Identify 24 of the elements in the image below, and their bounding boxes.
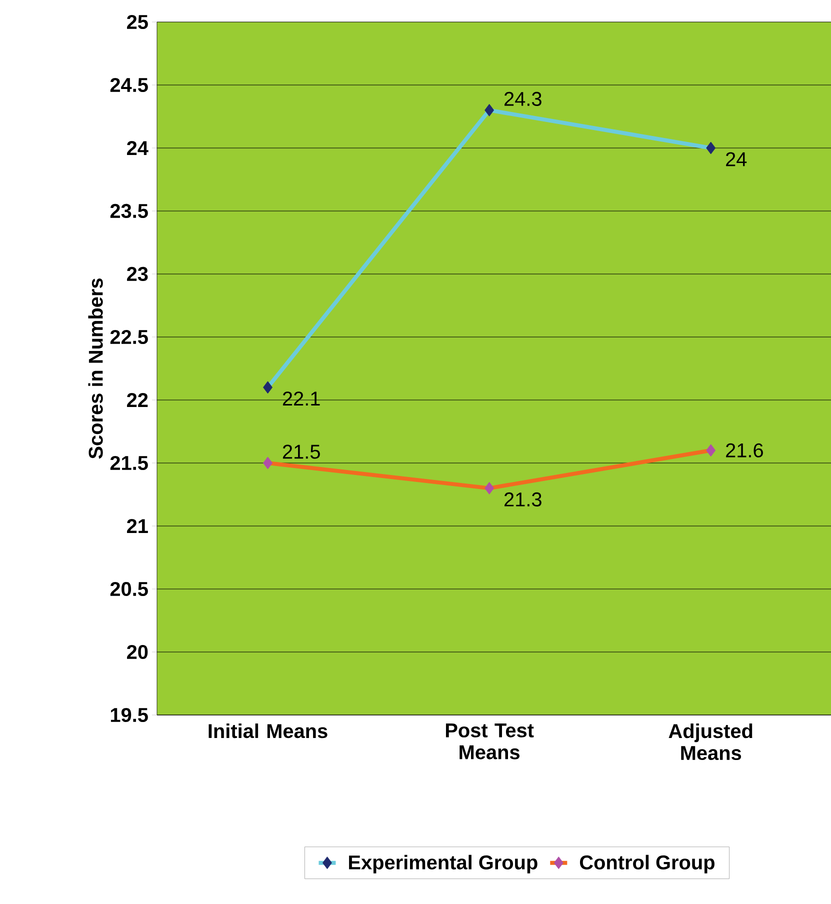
y-tick-label: 24 — [127, 141, 148, 155]
y-tick-label: 20 — [127, 644, 148, 660]
data-label: 22.1 — [282, 392, 320, 406]
x-tick-label: Adjusted Means — [668, 724, 752, 760]
y-tick-label: 22 — [127, 393, 148, 407]
data-label: 21.6 — [726, 443, 763, 458]
y-tick-label: 20.5 — [110, 582, 148, 596]
y-tick-label: 23 — [127, 266, 148, 282]
y-tick-label: 21.5 — [110, 456, 148, 470]
y-tick-label: 19.5 — [110, 708, 148, 722]
legend-label: Experimental Group — [349, 854, 538, 874]
y-tick-label: 24.5 — [110, 78, 148, 92]
y-axis-title: Scores in Numbers — [88, 278, 103, 459]
y-tick-label: 22.5 — [110, 330, 148, 344]
y-tick-label: 23.5 — [110, 204, 148, 218]
data-label: 21.3 — [504, 492, 542, 506]
y-tick-label: 25 — [127, 14, 148, 30]
y-tick-label: 21 — [127, 519, 148, 533]
x-tick-label: Initial Means — [208, 724, 328, 738]
data-label: 21.5 — [282, 444, 320, 459]
x-tick-label: Post Test Means — [446, 724, 534, 760]
data-label: 24 — [726, 152, 747, 166]
legend-label: Control Group — [580, 854, 714, 874]
data-label: 24.3 — [504, 92, 542, 106]
